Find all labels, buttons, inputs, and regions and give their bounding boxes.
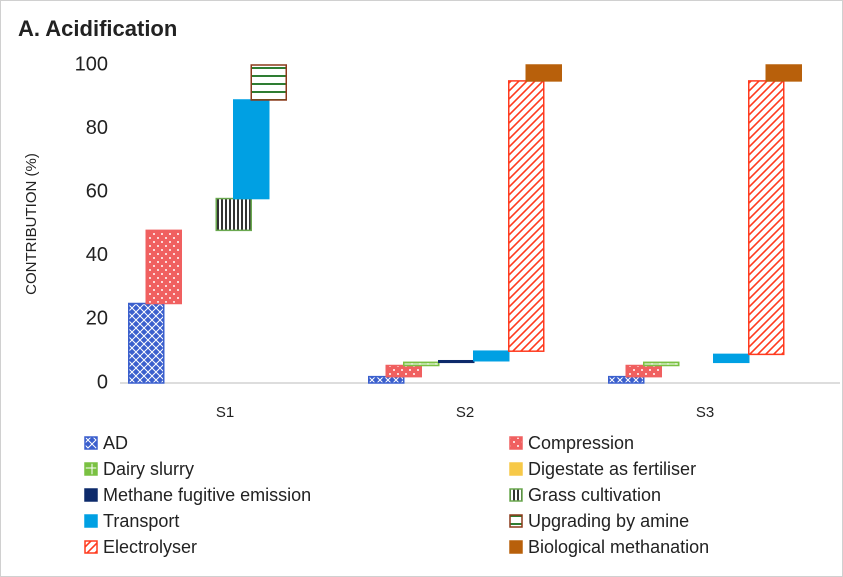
legend-swatch [509, 488, 523, 502]
bar [713, 353, 750, 364]
legend-label: Compression [528, 433, 634, 453]
legend-label: Transport [103, 511, 179, 531]
y-tick-label: 40 [86, 244, 108, 266]
x-tick-label: S3 [696, 404, 714, 421]
bar [128, 302, 165, 384]
legend-label: Grass cultivation [528, 485, 661, 505]
bar [625, 364, 662, 378]
bar [145, 229, 182, 305]
bar [508, 80, 545, 352]
legend-label: Biological methanation [528, 537, 709, 557]
bar [473, 350, 510, 362]
bar [403, 361, 440, 367]
bar [608, 375, 645, 384]
bar [438, 359, 475, 364]
y-tick-label: 100 [75, 53, 108, 75]
legend-swatch [84, 462, 98, 476]
y-tick-label: 20 [86, 308, 108, 330]
legend-label: Electrolyser [103, 537, 197, 557]
legend-swatch [509, 436, 523, 450]
chart-title: A. Acidification [18, 16, 177, 41]
x-tick-label: S1 [216, 404, 234, 421]
legend-swatch [84, 436, 98, 450]
legend-swatch [509, 462, 523, 476]
bar [748, 80, 785, 356]
legend-swatch [509, 514, 523, 528]
y-axis-label: CONTRIBUTION (%) [23, 153, 40, 295]
x-tick-label: S2 [456, 404, 474, 421]
legend-swatch [84, 514, 98, 528]
bar [525, 64, 562, 82]
bar [385, 364, 422, 378]
bar [250, 64, 287, 101]
legend-label: Methane fugitive emission [103, 485, 311, 505]
legend-swatch [84, 540, 98, 554]
bar [765, 64, 802, 82]
bar [643, 361, 680, 367]
legend-swatch [509, 540, 523, 554]
legend-label: Digestate as fertiliser [528, 459, 696, 479]
legend-swatch [84, 488, 98, 502]
y-tick-label: 0 [97, 371, 108, 393]
y-tick-label: 80 [86, 117, 108, 139]
y-tick-label: 60 [86, 180, 108, 202]
bar [215, 197, 252, 232]
bar [233, 99, 270, 200]
legend-label: AD [103, 433, 128, 453]
bar [368, 375, 405, 384]
legend-label: Dairy slurry [103, 459, 194, 479]
legend-label: Upgrading by amine [528, 511, 689, 531]
